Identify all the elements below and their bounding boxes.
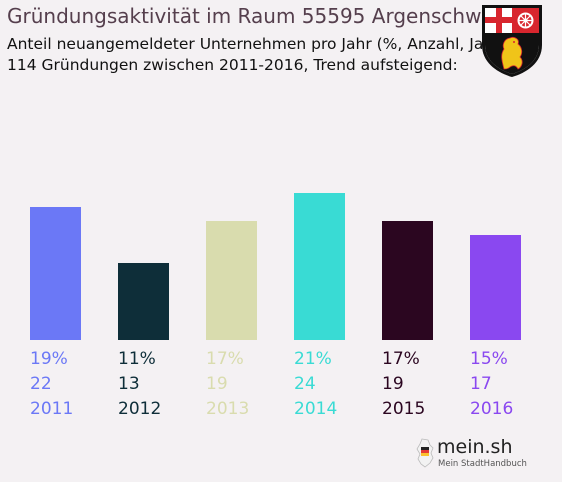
bar-count-label-2011: 22 [30, 374, 52, 394]
bar-2013 [206, 221, 257, 340]
chart-title: Gründungsaktivität im Raum 55595 Argensc… [7, 4, 520, 28]
bar-percent-label-2014: 21% [294, 349, 332, 369]
chart-subtitle: Anteil neuangemeldeter Unternehmen pro J… [7, 35, 506, 53]
bar-count-label-2013: 19 [206, 374, 228, 394]
chart-summary: 114 Gründungen zwischen 2011-2016, Trend… [7, 56, 458, 74]
bar-2011 [30, 207, 81, 340]
bar-count-label-2014: 24 [294, 374, 316, 394]
bar-year-label-2016: 2016 [470, 399, 514, 419]
bar-count-label-2012: 13 [118, 374, 140, 394]
bar-count-label-2016: 17 [470, 374, 492, 394]
bar-2016 [470, 235, 521, 340]
germany-map-icon [416, 438, 434, 468]
bar-2015 [382, 221, 433, 340]
bar-percent-label-2015: 17% [382, 349, 420, 369]
logo-text: mein.sh [437, 436, 513, 458]
bar-year-label-2013: 2013 [206, 399, 250, 419]
bar-year-label-2012: 2012 [118, 399, 162, 419]
bar-year-label-2014: 2014 [294, 399, 338, 419]
bar-2014 [294, 193, 345, 340]
site-logo[interactable]: mein.sh Mein StadtHandbuch [415, 434, 527, 474]
bar-percent-label-2016: 15% [470, 349, 508, 369]
bar-count-label-2015: 19 [382, 374, 404, 394]
logo-tagline: Mein StadtHandbuch [438, 459, 527, 469]
bar-year-label-2011: 2011 [30, 399, 74, 419]
bar-2012 [118, 263, 169, 340]
bar-percent-label-2012: 11% [118, 349, 156, 369]
bar-percent-label-2011: 19% [30, 349, 68, 369]
bar-year-label-2015: 2015 [382, 399, 426, 419]
coat-of-arms-icon [482, 5, 542, 77]
bar-percent-label-2013: 17% [206, 349, 244, 369]
